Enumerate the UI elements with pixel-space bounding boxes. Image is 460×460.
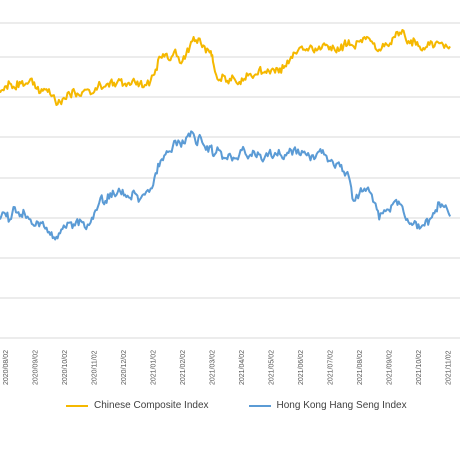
series-lines xyxy=(0,29,452,241)
legend-swatch-chinese-composite xyxy=(66,404,88,407)
x-tick-label: 2021/01/02 xyxy=(151,350,158,385)
x-tick-labels: 2020/08/02 2020/09/02 2020/10/02 2020/11/02… xyxy=(3,350,453,385)
x-tick-label: 2021/09/02 xyxy=(387,350,394,385)
x-tick-label: 2021/04/02 xyxy=(239,350,246,385)
legend-label-chinese-composite: Chinese Composite Index xyxy=(94,400,209,411)
gridlines xyxy=(0,22,460,339)
legend-swatch-hang-seng xyxy=(248,404,271,407)
series-line-chinese-composite xyxy=(0,29,451,106)
x-tick-label: 2021/02/02 xyxy=(180,350,187,385)
x-tick-label: 2020/08/02 xyxy=(3,350,10,385)
legend-item-chinese-composite: Chinese Composite Index xyxy=(66,400,209,411)
x-tick-label: 2021/11/02 xyxy=(446,350,453,385)
x-tick-label: 2020/11/02 xyxy=(92,350,99,385)
x-tick-label: 2020/12/02 xyxy=(121,350,128,385)
x-tick-label: 2021/10/02 xyxy=(416,350,423,385)
x-tick-label: 2021/03/02 xyxy=(210,350,217,385)
x-tick-label: 2021/07/02 xyxy=(328,350,335,385)
series-line-hang-seng xyxy=(0,130,452,241)
legend: Chinese Composite Index Hong Kong Hang S… xyxy=(66,400,407,411)
x-tick-label: 2021/05/02 xyxy=(269,350,276,385)
x-tick-label: 2021/06/02 xyxy=(298,350,305,385)
legend-label-hang-seng: Hong Kong Hang Seng Index xyxy=(276,400,407,411)
x-tick-label: 2020/10/02 xyxy=(62,350,69,385)
legend-item-hang-seng: Hong Kong Hang Seng Index xyxy=(248,400,407,411)
x-tick-label: 2021/08/02 xyxy=(357,350,364,385)
x-tick-label: 2020/09/02 xyxy=(33,350,40,385)
